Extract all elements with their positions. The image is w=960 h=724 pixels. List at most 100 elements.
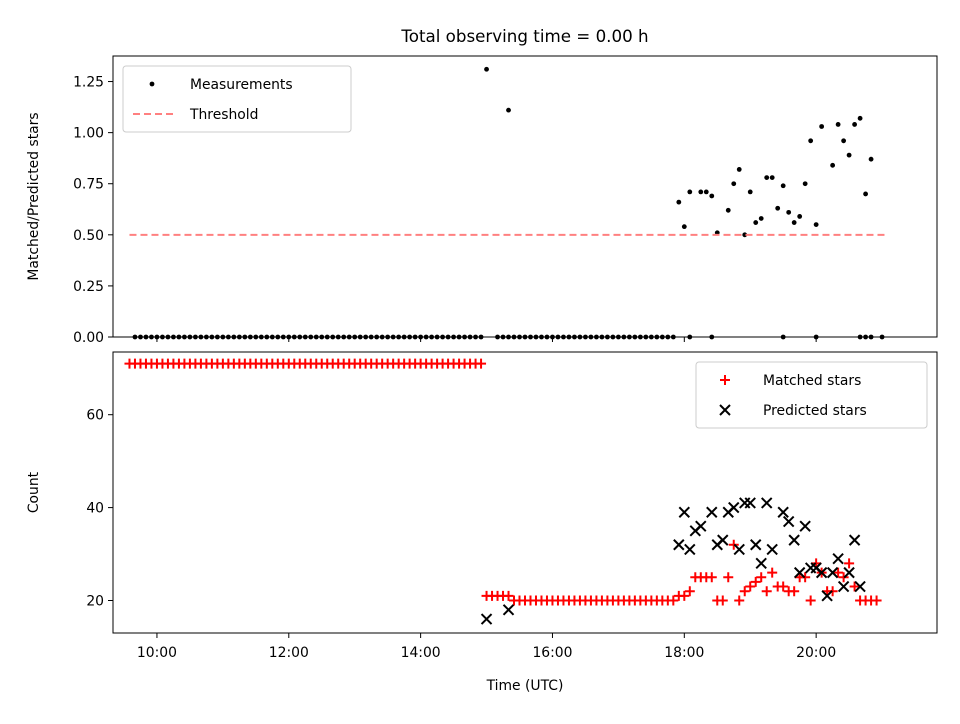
data-point [742,232,748,238]
y-axis-label: Count [26,471,42,513]
data-point [813,222,819,228]
data-point [815,566,828,579]
data-point [758,216,764,221]
legend-box [695,361,928,429]
data-point [717,534,729,546]
data-point [821,590,833,602]
legend: Measurements Threshold [122,65,352,133]
x-tick-label: 14:00 [401,645,441,661]
data-point [789,586,800,597]
y-tick-label: 60 [86,408,104,424]
y-tick-label: 20 [86,593,104,609]
data-point [753,220,759,225]
data-point [709,193,715,199]
y-tick-label: 1.25 [73,75,104,91]
data-point [841,138,847,144]
data-point [728,501,740,514]
data-point [777,506,789,518]
data-point [755,557,767,570]
legend-label: Matched stars [763,373,861,389]
data-point [805,595,816,606]
y-axis-label: Matched/Predicted stars [26,112,42,280]
panel-2: 10:00 12:00 14:00 16:00 18:00 20:00 20 40 60 Coun… [26,351,938,694]
data-point [767,567,778,578]
data-point [684,586,695,597]
data-point [769,175,775,180]
data-point [760,497,773,509]
data-point [788,534,800,546]
data-point [723,572,734,583]
y-tick-label: 1.00 [73,126,104,142]
legend-label: Predicted stars [763,403,867,419]
data-point [838,572,849,583]
data-point [854,580,866,593]
data-point [852,122,857,127]
x-axis-label: Time (UTC) [486,678,564,694]
data-point [506,107,511,113]
data-point [808,138,814,144]
data-point [786,209,792,215]
data-point [750,539,762,551]
data-point [793,566,806,579]
data-point [678,506,691,518]
data-point [687,189,693,195]
data-point [857,115,863,121]
data-point [747,189,753,195]
data-point [826,566,839,579]
data-point [837,580,850,593]
y-tick-label: 40 [86,501,104,517]
data-point [695,520,707,532]
data-point [797,214,803,219]
data-point [744,497,756,509]
data-point [782,515,795,528]
data-point [833,567,844,578]
data-point [868,156,874,162]
data-point [698,189,704,195]
data-point [480,613,493,625]
x-tick-label: 16:00 [532,645,572,661]
data-point [706,506,718,518]
series-predicted-stars [480,497,866,625]
data-point [832,552,844,565]
data-point [799,520,811,532]
data-point [717,595,728,606]
data-point [703,189,709,195]
data-point [725,207,731,213]
legend: Matched stars Predicted stars [695,361,928,429]
legend-box [122,65,352,133]
data-point [846,152,852,158]
data-point [848,534,861,546]
series-matched-stars [124,358,882,606]
plot-frame [112,351,938,634]
data-point [731,181,737,187]
data-point [766,543,778,556]
data-point [684,543,696,556]
legend-label: Measurements [190,77,293,93]
data-point [484,66,489,72]
data-point [843,566,855,579]
data-point [827,586,838,597]
data-point [728,539,739,550]
data-point [476,358,487,369]
data-point [502,604,515,616]
y-tick-label: 0.75 [73,177,104,193]
data-point [802,181,808,187]
data-point [800,572,811,583]
data-point [819,124,825,129]
legend-marker [720,375,730,385]
plot-frame [112,55,938,338]
x-tick-label: 10:00 [137,645,177,661]
data-point [750,576,761,587]
data-point [679,590,690,601]
data-point [503,590,514,601]
legend-marker [149,81,155,87]
chart-title: Total observing time = 0.00 h [400,26,648,46]
data-point [778,581,789,592]
data-point [835,122,841,127]
x-tick-label: 18:00 [664,645,704,661]
data-point [736,167,742,172]
data-point [745,581,756,592]
x-tick-label: 12:00 [269,645,309,661]
data-point [739,586,750,597]
